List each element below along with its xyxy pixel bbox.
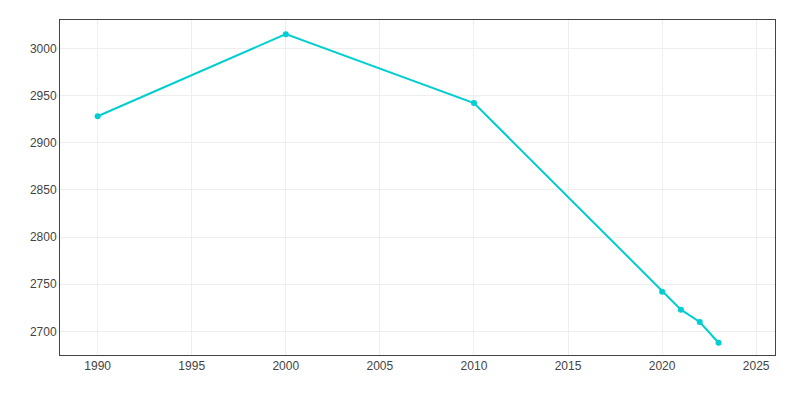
svg-text:1995: 1995	[178, 359, 205, 373]
svg-text:3000: 3000	[30, 42, 57, 56]
svg-text:2010: 2010	[461, 359, 488, 373]
svg-text:2020: 2020	[649, 359, 676, 373]
svg-text:2000: 2000	[272, 359, 299, 373]
svg-text:2750: 2750	[30, 277, 57, 291]
svg-text:2900: 2900	[30, 136, 57, 150]
svg-text:2950: 2950	[30, 89, 57, 103]
svg-text:2015: 2015	[555, 359, 582, 373]
svg-text:2025: 2025	[743, 359, 770, 373]
svg-text:2005: 2005	[367, 359, 394, 373]
svg-text:2800: 2800	[30, 230, 57, 244]
svg-text:2700: 2700	[30, 325, 57, 339]
svg-text:2850: 2850	[30, 183, 57, 197]
svg-text:1990: 1990	[84, 359, 111, 373]
